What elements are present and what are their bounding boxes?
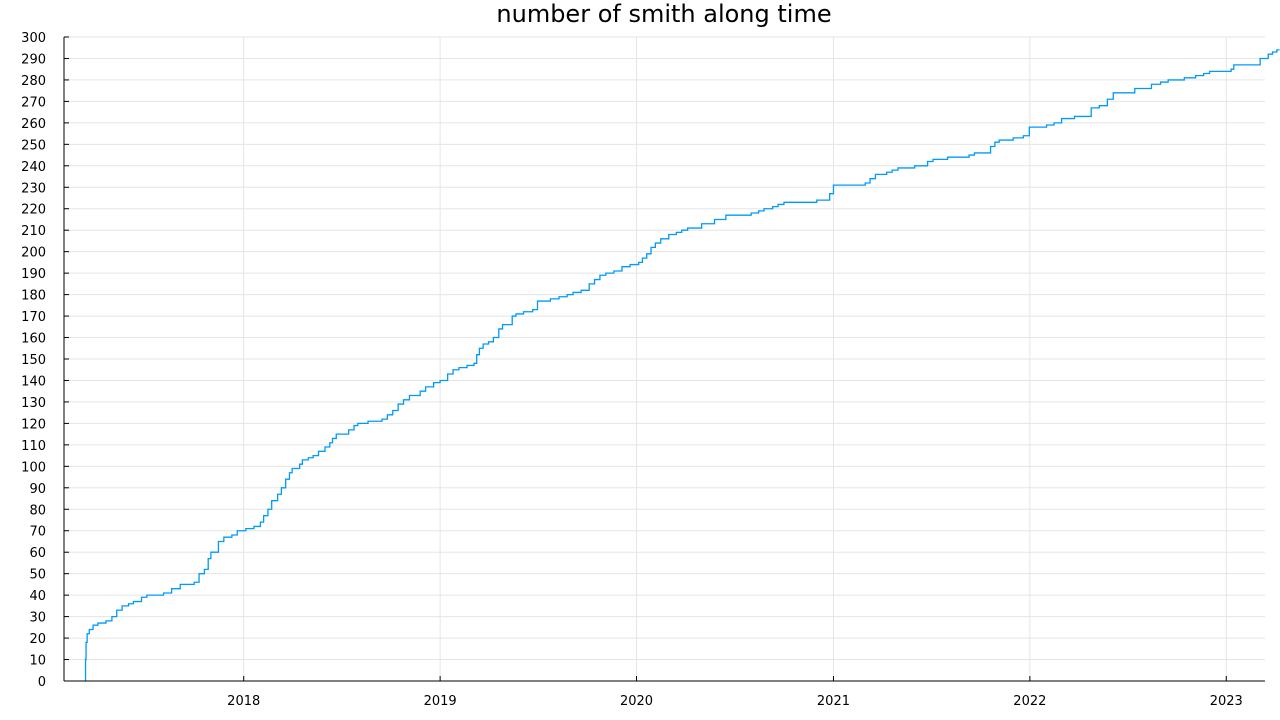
y-axis-ticks: 0 10 20 30 40 50 60 70 80 90 100 110 120 130 140 150 160… [21, 31, 69, 690]
y-tick-label: 260 [21, 117, 46, 132]
y-tick-label: 170 [21, 310, 46, 325]
x-tick-label: 2022 [1013, 694, 1046, 709]
y-tick-label: 180 [21, 289, 46, 304]
y-tick-label: 210 [21, 224, 46, 239]
y-tick-label: 80 [29, 503, 46, 518]
y-tick-label: 140 [21, 374, 46, 389]
x-tick-label: 2021 [817, 694, 850, 709]
y-tick-label: 130 [21, 396, 46, 411]
x-tick-label: 2023 [1210, 694, 1243, 709]
grid [64, 36, 1265, 682]
y-tick-label: 110 [21, 439, 46, 454]
y-tick-label: 20 [29, 632, 46, 647]
y-tick-label: 200 [21, 246, 46, 261]
y-tick-label: 150 [21, 353, 46, 368]
y-tick-label: 0 [38, 675, 46, 690]
series-line-0 [84, 49, 1280, 682]
y-tick-label: 220 [21, 203, 46, 218]
y-tick-label: 10 [29, 654, 46, 669]
y-tick-label: 50 [29, 568, 46, 583]
y-tick-label: 300 [21, 31, 46, 46]
y-tick-label: 100 [21, 460, 46, 475]
y-tick-label: 290 [21, 52, 46, 67]
series-layer [84, 49, 1280, 682]
y-tick-label: 60 [29, 546, 46, 561]
y-tick-label: 230 [21, 181, 46, 196]
y-tick-label: 160 [21, 332, 46, 347]
x-axis-ticks: 2018 2019 2020 2021 2022 2023 [227, 676, 1243, 709]
y-tick-label: 240 [21, 160, 46, 175]
y-tick-label: 30 [29, 611, 46, 626]
y-tick-label: 250 [21, 138, 46, 153]
y-tick-label: 190 [21, 267, 46, 282]
y-tick-label: 280 [21, 74, 46, 89]
x-tick-label: 2018 [227, 694, 260, 709]
y-tick-label: 40 [29, 589, 46, 604]
y-tick-label: 270 [21, 95, 46, 110]
chart-title: number of smith along time [496, 0, 831, 28]
x-tick-label: 2019 [424, 694, 457, 709]
y-tick-label: 90 [29, 482, 46, 497]
y-tick-label: 120 [21, 417, 46, 432]
y-tick-label: 70 [29, 525, 46, 540]
x-tick-label: 2020 [620, 694, 653, 709]
